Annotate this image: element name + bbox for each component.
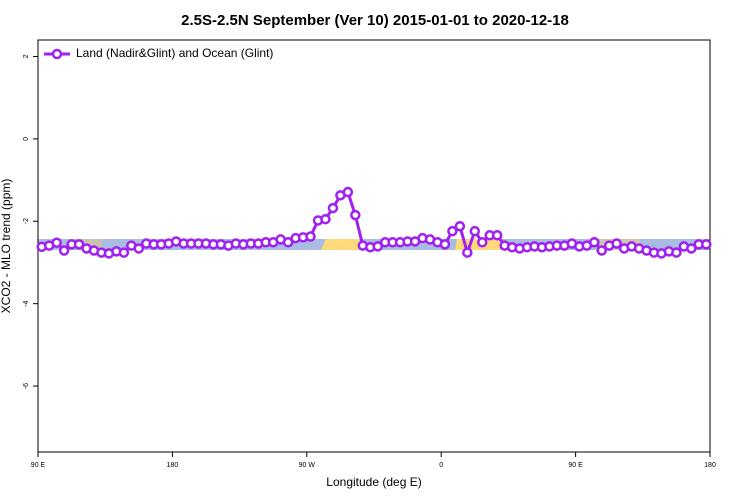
data-point (342, 186, 354, 198)
y-tick-label: -2 (23, 218, 30, 224)
data-point (596, 245, 607, 256)
x-tick-label: 90 W (299, 462, 316, 469)
data-point (611, 238, 622, 249)
data-point (701, 239, 712, 250)
data-point (686, 243, 697, 254)
data-point (439, 239, 451, 250)
data-point (589, 237, 600, 248)
land-band (321, 239, 360, 250)
data-point (320, 213, 331, 225)
data-point (454, 220, 466, 232)
legend-swatch (51, 48, 63, 60)
y-axis-label: XCO2 - MLO trend (ppm) (0, 179, 13, 314)
x-tick-label: 0 (439, 462, 443, 469)
y-tick-label: -4 (23, 300, 30, 306)
land-band (80, 239, 102, 250)
data-point (282, 237, 294, 248)
data-point (372, 241, 383, 252)
data-point (133, 243, 145, 254)
x-tick-label: 180 (704, 462, 716, 469)
data-point (327, 202, 339, 214)
data-point (350, 209, 361, 221)
y-tick-label: 2 (23, 54, 30, 58)
data-point (73, 239, 85, 250)
data-point (447, 225, 458, 237)
x-tick-label: 180 (167, 462, 179, 469)
x-tick-label: 90 E (31, 462, 46, 469)
legend-label: Land (Nadir&Glint) and Ocean (Glint) (76, 46, 273, 60)
x-axis-label: Longitude (deg E) (326, 475, 421, 489)
data-point (58, 245, 70, 256)
data-point (491, 230, 503, 241)
data-point (118, 247, 130, 258)
y-tick-label: 0 (23, 137, 30, 141)
data-point (305, 231, 316, 242)
data-point (469, 225, 481, 237)
data-point (51, 237, 62, 248)
y-tick-label: -6 (23, 383, 30, 389)
data-point (477, 237, 488, 248)
chart-title: 2.5S-2.5N September (Ver 10) 2015-01-01 … (181, 12, 569, 29)
data-point (462, 247, 473, 258)
data-point (671, 247, 682, 258)
x-tick-label: 90 E (568, 462, 583, 469)
